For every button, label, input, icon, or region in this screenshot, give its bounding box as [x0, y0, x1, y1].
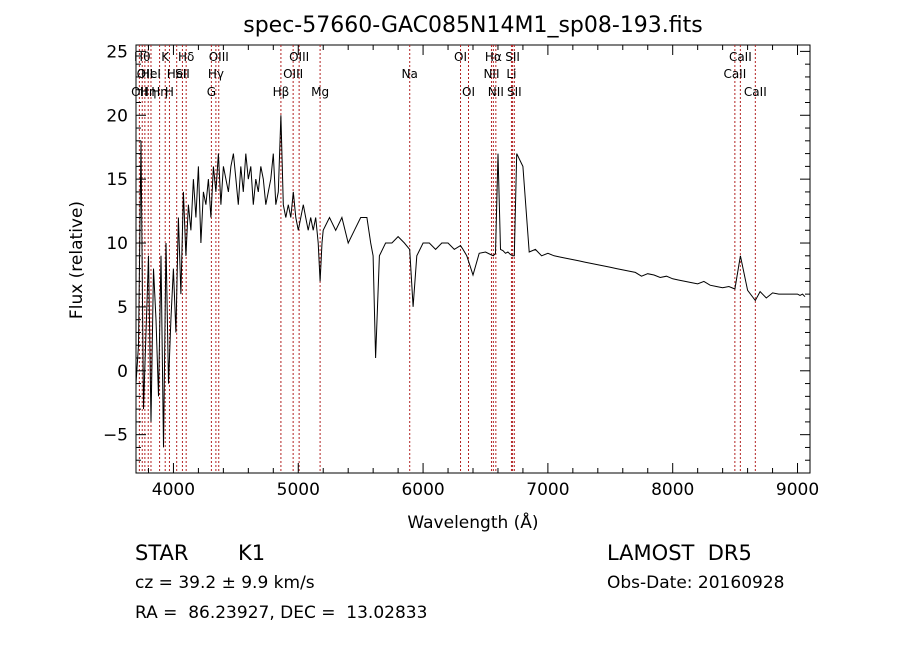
spectral-line-label: H — [165, 85, 174, 99]
object-class: STAR — [135, 541, 189, 565]
x-tick-label: 8000 — [651, 480, 694, 500]
spectral-line-label: OIII — [289, 50, 309, 64]
object-subclass: K1 — [238, 541, 266, 565]
chart-title: spec-57660-GAC085N14M1_sp08-193.fits — [243, 13, 703, 38]
spectrum-line — [135, 115, 806, 448]
spectral-line-label: OII — [131, 85, 148, 99]
spectral-line-label: CaII — [729, 50, 752, 64]
y-tick-label: 0 — [117, 362, 128, 382]
spectral-line-label: Hδ — [178, 50, 194, 64]
x-tick-label: 9000 — [776, 480, 819, 500]
spectral-line-label: Mg — [311, 85, 329, 99]
survey-name: LAMOST DR5 — [607, 541, 752, 565]
x-tick-label: 6000 — [401, 480, 444, 500]
x-tick-label: 4000 — [152, 480, 195, 500]
spectral-line-label: HeI — [141, 67, 161, 81]
spectral-line-label: CaII — [744, 85, 767, 99]
spectral-line-label: OII — [137, 67, 154, 81]
plot-frame — [135, 44, 811, 474]
spectral-line-label: Hθ — [134, 50, 150, 64]
spectral-line-label: Hγ — [208, 67, 224, 81]
spectral-line-label: OIII — [283, 67, 303, 81]
spectral-line-label: Na — [402, 67, 418, 81]
spectral-line-labels: OIIHθOIIHηHeIHηKHHeISIIHδGHγOIIIHβOIIIOI… — [131, 50, 767, 99]
y-tick-label: 25 — [106, 42, 128, 62]
x-tick-label: 5000 — [277, 480, 320, 500]
x-axis-ticks: 4000 5000 6000 7000 8000 9000 — [147, 45, 819, 500]
spectral-line-label: OIII — [209, 50, 229, 64]
spectral-line-label: Hβ — [273, 85, 290, 99]
redshift-cz: cz = 39.2 ± 9.9 km/s — [135, 573, 315, 593]
spectral-line-label: HeI — [167, 67, 187, 81]
x-tick-label: 7000 — [526, 480, 569, 500]
x-axis-label: Wavelength (Å) — [407, 511, 538, 533]
spectral-line-label: Hη — [151, 85, 168, 99]
spectral-line-label: Li — [506, 67, 516, 81]
spectral-line-markers — [138, 45, 756, 473]
spectral-line-label: Hη — [140, 85, 157, 99]
spectral-line-label: SII — [505, 50, 520, 64]
ra-dec: RA = 86.23927, DEC = 13.02833 — [135, 603, 428, 623]
spectral-line-label: G — [207, 85, 216, 99]
spectral-line-label: OI — [462, 85, 475, 99]
y-tick-label: −5 — [103, 426, 128, 446]
y-tick-label: 15 — [106, 170, 128, 190]
spectral-line-label: SII — [175, 67, 190, 81]
spectral-line-label: CaII — [723, 67, 746, 81]
spectral-line-label: Hα — [485, 50, 502, 64]
y-axis-ticks: −5 0 5 10 15 20 25 — [103, 42, 810, 461]
y-tick-label: 20 — [106, 106, 128, 126]
spectral-line-label: SII — [507, 85, 522, 99]
spectral-line-label: NII — [488, 85, 504, 99]
y-axis-label: Flux (relative) — [67, 201, 87, 319]
y-tick-label: 10 — [106, 234, 128, 254]
spectral-line-label: OI — [454, 50, 467, 64]
spectral-line-label: NII — [483, 67, 499, 81]
spectral-line-label: K — [161, 50, 170, 64]
observation-date: Obs-Date: 20160928 — [607, 573, 785, 593]
y-tick-label: 5 — [117, 298, 128, 318]
